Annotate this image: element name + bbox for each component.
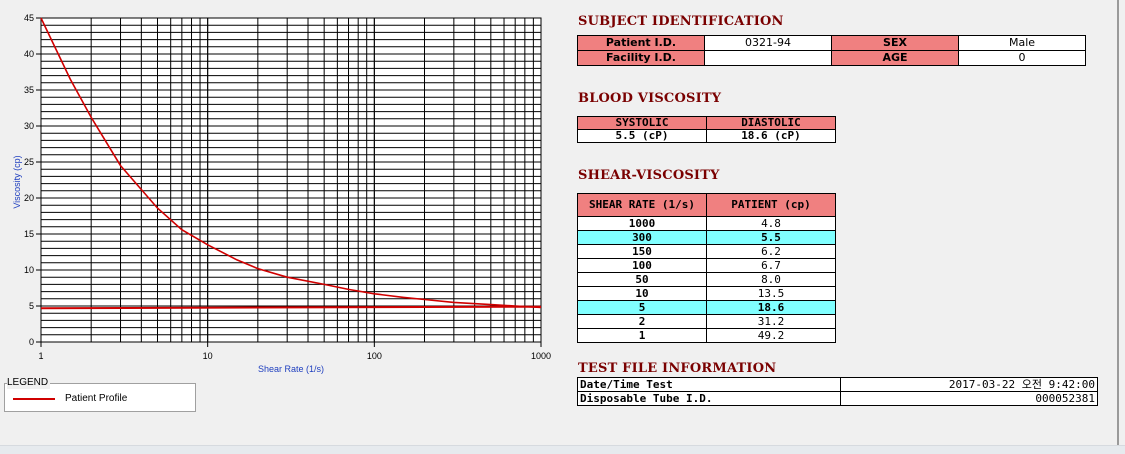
x-tick-label: 100 <box>367 351 382 361</box>
shear-rate-header: SHEAR RATE (1/s) <box>577 193 707 217</box>
legend-entry: Patient Profile <box>65 393 128 404</box>
shear-row: 100 6.7 <box>577 258 836 273</box>
x-tick-label: 1000 <box>531 351 551 361</box>
legend-title: LEGEND <box>7 377 51 389</box>
bottom-bar <box>0 445 1125 454</box>
tube-id-label: Disposable Tube I.D. <box>577 391 841 406</box>
y-tick-label: 45 <box>24 13 34 23</box>
shear-rate-cell: 5 <box>577 300 707 315</box>
viscosity-chart: 0 5 10 15 20 25 30 35 40 45 1 10 100 1000 Shear Rate … <box>12 13 551 374</box>
shear-row: 50 8.0 <box>577 272 836 287</box>
age-label: AGE <box>831 50 959 66</box>
shear-row: 150 6.2 <box>577 244 836 259</box>
patient-cp-cell: 18.6 <box>706 300 836 315</box>
y-tick-label: 20 <box>24 193 34 203</box>
y-tick-label: 35 <box>24 85 34 95</box>
x-tick-label: 1 <box>38 351 43 361</box>
shear-rate-cell: 150 <box>577 244 707 259</box>
plot-area <box>40 17 542 343</box>
patient-cp-cell: 49.2 <box>706 328 836 343</box>
shear-row: 5 18.6 <box>577 300 836 315</box>
patient-cp-cell: 8.0 <box>706 272 836 287</box>
chart-series <box>40 17 542 310</box>
blood-viscosity-table: SYSTOLIC DIASTOLIC 5.5 (cP) 18.6 (cP) <box>577 116 836 143</box>
y-tick-label: 5 <box>29 301 34 311</box>
patient-cp-cell: 4.8 <box>706 216 836 231</box>
sex-value: Male <box>958 35 1086 51</box>
systolic-label: SYSTOLIC <box>577 116 707 130</box>
y-axis-label: Viscosity (cp) <box>12 155 22 208</box>
diastolic-label: DIASTOLIC <box>706 116 836 130</box>
shear-row: 10 13.5 <box>577 286 836 301</box>
y-tick-label: 30 <box>24 121 34 131</box>
legend-swatch <box>13 398 55 400</box>
subject-section-title: SUBJECT IDENTIFICATION <box>578 14 784 29</box>
shear-row: 1000 4.8 <box>577 216 836 231</box>
shear-rate-cell: 2 <box>577 314 707 329</box>
facility-id-value <box>704 50 832 66</box>
y-tick-label: 40 <box>24 49 34 59</box>
patient-cp-cell: 6.7 <box>706 258 836 273</box>
tube-id-value: 000052381 <box>840 391 1098 406</box>
age-value: 0 <box>958 50 1086 66</box>
patient-cp-cell: 6.2 <box>706 244 836 259</box>
y-tick-label: 15 <box>24 229 34 239</box>
x-tick-label: 10 <box>203 351 213 361</box>
shear-viscosity-section-title: SHEAR-VISCOSITY <box>578 168 720 183</box>
chart-legend: LEGEND Patient Profile <box>4 377 196 412</box>
y-tick-label: 25 <box>24 157 34 167</box>
sex-label: SEX <box>831 35 959 51</box>
panel-gap <box>1107 0 1117 445</box>
patient-cp-header: PATIENT (cp) <box>706 193 836 217</box>
shear-rate-cell: 50 <box>577 272 707 287</box>
shear-rate-cell: 300 <box>577 230 707 245</box>
diastolic-value: 18.6 (cP) <box>706 129 836 143</box>
patient-id-value: 0321-94 <box>704 35 832 51</box>
systolic-value: 5.5 (cP) <box>577 129 707 143</box>
patient-id-label: Patient I.D. <box>577 35 705 51</box>
series-line-reference <box>40 305 542 310</box>
patient-cp-cell: 31.2 <box>706 314 836 329</box>
subject-table: Patient I.D. 0321-94 SEX Male Facility I… <box>577 35 1086 66</box>
shear-rate-cell: 100 <box>577 258 707 273</box>
panel-border <box>1117 0 1119 445</box>
y-tick-label: 10 <box>24 265 34 275</box>
shear-row: 300 5.5 <box>577 230 836 245</box>
shear-rate-cell: 1000 <box>577 216 707 231</box>
shear-row: 1 49.2 <box>577 328 836 343</box>
datetime-label: Date/Time Test <box>577 377 841 392</box>
facility-id-label: Facility I.D. <box>577 50 705 66</box>
chart-axes: 0 5 10 15 20 25 30 35 40 45 1 10 100 1000 <box>24 13 551 361</box>
blood-viscosity-section-title: BLOOD VISCOSITY <box>578 91 722 106</box>
x-axis-label: Shear Rate (1/s) <box>258 364 324 374</box>
test-file-section-title: TEST FILE INFORMATION <box>578 361 777 376</box>
shear-row: 2 31.2 <box>577 314 836 329</box>
shear-rate-cell: 10 <box>577 286 707 301</box>
shear-rate-cell: 1 <box>577 328 707 343</box>
series-line-patient-profile <box>40 17 542 309</box>
patient-cp-cell: 13.5 <box>706 286 836 301</box>
y-tick-label: 0 <box>29 337 34 347</box>
datetime-value: 2017-03-22 오전 9:42:00 <box>840 377 1098 392</box>
chart-grid <box>40 17 542 343</box>
patient-cp-cell: 5.5 <box>706 230 836 245</box>
test-file-table: Date/Time Test 2017-03-22 오전 9:42:00 Dis… <box>577 377 1098 406</box>
shear-viscosity-table: SHEAR RATE (1/s) PATIENT (cp) 1000 4.8 300… <box>577 193 836 343</box>
